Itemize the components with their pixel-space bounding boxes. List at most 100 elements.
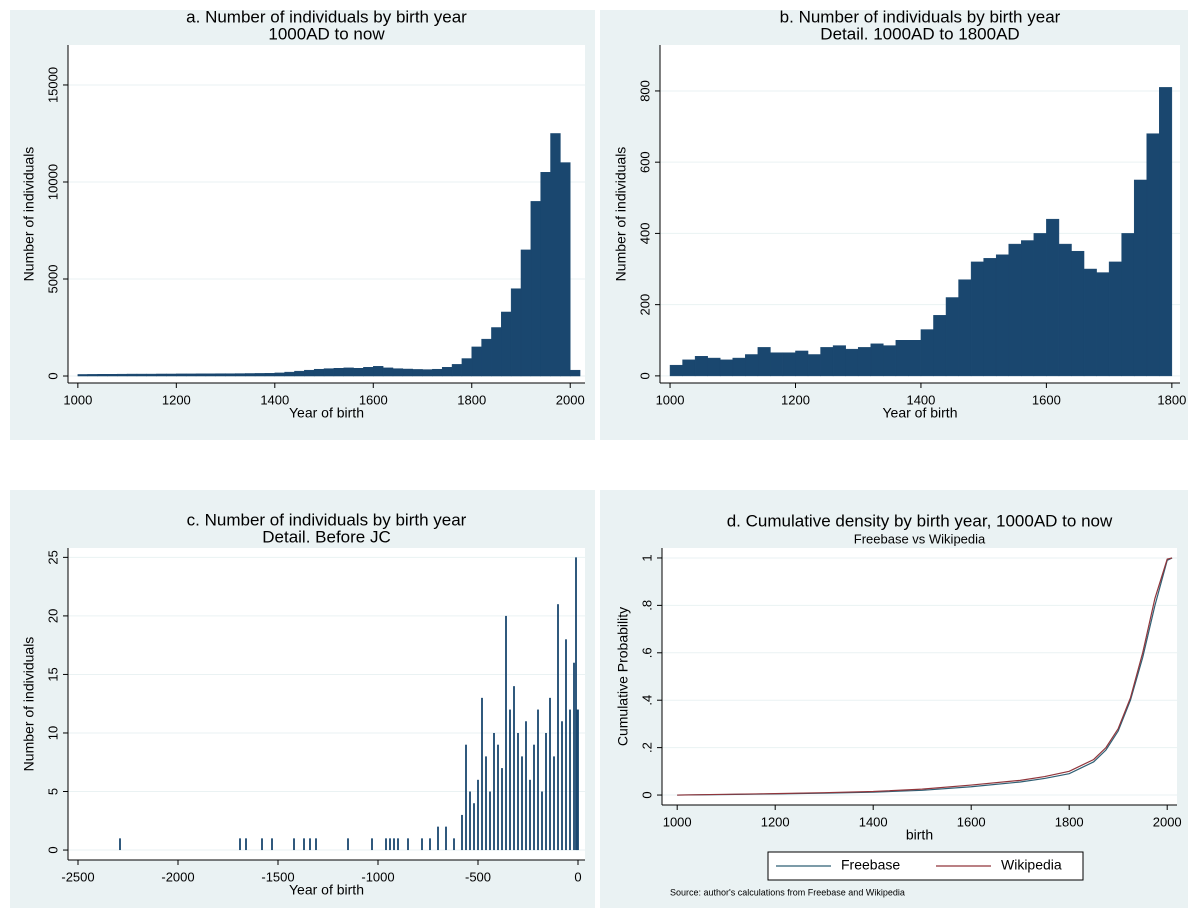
chart-subtitle: Detail. 1000AD to 1800AD bbox=[820, 24, 1019, 43]
bar bbox=[437, 826, 439, 851]
bar bbox=[983, 258, 997, 377]
bar bbox=[323, 368, 335, 377]
bar bbox=[1121, 233, 1135, 377]
chart-title: b. Number of individuals by birth year bbox=[780, 7, 1061, 26]
y-tick-label: .4 bbox=[639, 695, 654, 706]
bar bbox=[453, 838, 455, 851]
bar bbox=[1108, 261, 1122, 377]
bar bbox=[1046, 218, 1060, 377]
bar bbox=[832, 345, 846, 377]
bar bbox=[116, 373, 128, 377]
bar bbox=[757, 347, 771, 377]
bar bbox=[445, 826, 447, 851]
plot-area bbox=[68, 45, 585, 383]
y-tick-label: 20 bbox=[45, 609, 60, 623]
bar bbox=[1159, 87, 1173, 377]
bar bbox=[284, 371, 295, 377]
bar bbox=[485, 756, 487, 851]
bar bbox=[1133, 179, 1148, 377]
bar bbox=[883, 345, 897, 377]
x-tick-label: 2000 bbox=[556, 392, 585, 407]
bar bbox=[441, 367, 453, 377]
y-tick-label: 0 bbox=[637, 372, 652, 379]
legend-label: Freebase bbox=[841, 857, 900, 873]
y-axis-title: Cumulative Probability bbox=[615, 607, 631, 746]
y-tick-label: 1 bbox=[639, 554, 654, 561]
y-tick-label: 15 bbox=[45, 667, 60, 681]
y-tick-label: 200 bbox=[637, 294, 652, 316]
plot-area bbox=[68, 548, 585, 860]
bar bbox=[569, 709, 571, 851]
line bbox=[677, 557, 1173, 796]
bar bbox=[146, 373, 157, 377]
bar bbox=[77, 374, 88, 377]
bar bbox=[407, 838, 409, 851]
x-tick-label: -1500 bbox=[261, 869, 294, 884]
bar bbox=[481, 697, 483, 851]
bar bbox=[293, 838, 295, 851]
bar bbox=[156, 373, 167, 377]
y-tick-label: 5 bbox=[45, 788, 60, 795]
y-tick-label: 0 bbox=[639, 791, 654, 798]
bar bbox=[513, 686, 515, 851]
x-tick-label: -500 bbox=[465, 869, 491, 884]
bar bbox=[560, 162, 571, 377]
bar bbox=[545, 732, 547, 851]
bar bbox=[770, 352, 784, 377]
bar bbox=[469, 791, 471, 851]
bar bbox=[509, 709, 511, 851]
bar bbox=[719, 359, 734, 377]
bar bbox=[264, 373, 276, 377]
bar bbox=[782, 352, 796, 377]
y-tick-label: .8 bbox=[639, 600, 654, 611]
x-tick-label: 1600 bbox=[1032, 392, 1061, 407]
chart-title: d. Cumulative density by birth year, 100… bbox=[727, 511, 1113, 530]
x-tick-label: 1000 bbox=[656, 392, 685, 407]
bar bbox=[540, 172, 551, 377]
bar bbox=[389, 838, 391, 851]
bar bbox=[397, 838, 399, 851]
chart-subtitle: Freebase vs Wikipedia bbox=[854, 531, 986, 546]
x-tick-label: 1200 bbox=[761, 814, 790, 829]
bar bbox=[271, 838, 273, 851]
x-tick-label: -1000 bbox=[361, 869, 394, 884]
x-tick-label: 1800 bbox=[1157, 392, 1186, 407]
bar bbox=[432, 368, 443, 377]
bar bbox=[565, 639, 567, 851]
bar bbox=[491, 327, 502, 377]
bar bbox=[465, 744, 467, 851]
bar bbox=[473, 803, 475, 851]
bar bbox=[1008, 243, 1022, 377]
bar bbox=[185, 373, 197, 377]
y-tick-label: 400 bbox=[637, 223, 652, 245]
bar bbox=[254, 373, 266, 377]
plot-area bbox=[662, 548, 1177, 805]
x-tick-label: 1000 bbox=[63, 392, 92, 407]
bar bbox=[533, 744, 535, 851]
legend-label: Wikipedia bbox=[1001, 857, 1062, 873]
bar bbox=[225, 373, 236, 377]
bar bbox=[857, 347, 872, 377]
bar bbox=[294, 370, 305, 377]
bar bbox=[274, 372, 285, 377]
x-tick-label: 2000 bbox=[1153, 814, 1182, 829]
x-tick-label: -2000 bbox=[161, 869, 194, 884]
bar bbox=[920, 329, 934, 377]
bar bbox=[97, 374, 108, 377]
bar bbox=[694, 356, 708, 377]
bar bbox=[541, 791, 543, 851]
chart-subtitle: 1000AD to now bbox=[268, 24, 385, 43]
bar bbox=[1021, 240, 1035, 377]
bar bbox=[908, 340, 922, 377]
bar bbox=[958, 279, 972, 377]
bar bbox=[795, 350, 809, 377]
bar bbox=[549, 697, 551, 851]
bar bbox=[1071, 250, 1085, 377]
x-tick-label: 1400 bbox=[906, 392, 935, 407]
y-tick-label: 15000 bbox=[45, 67, 60, 103]
x-axis-title: Year of birth bbox=[883, 405, 958, 421]
x-tick-label: 1800 bbox=[457, 392, 486, 407]
bar bbox=[347, 838, 349, 851]
bar bbox=[707, 357, 721, 377]
bar bbox=[385, 838, 387, 851]
